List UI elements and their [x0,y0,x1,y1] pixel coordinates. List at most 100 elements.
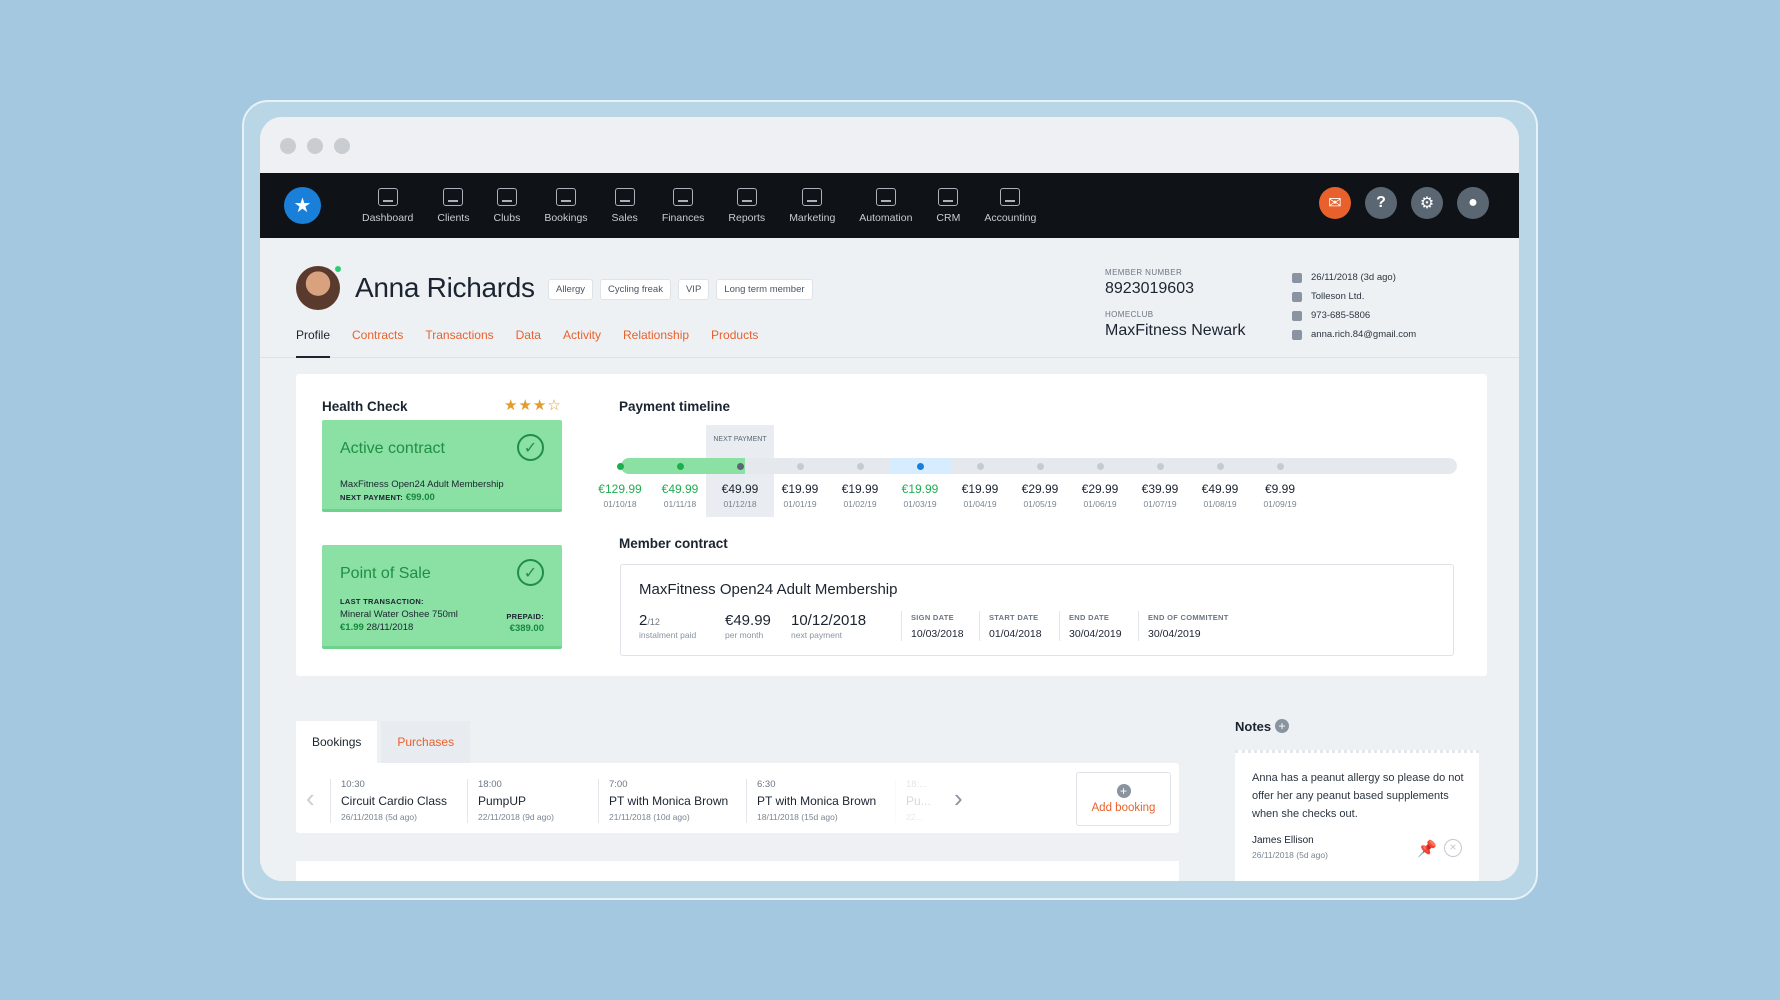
add-booking-button[interactable]: + Add booking [1076,772,1171,826]
user-icon[interactable]: ● [1457,187,1489,219]
active-contract-card[interactable]: Active contract ✓ MaxFitness Open24 Adul… [322,420,562,512]
tab-profile[interactable]: Profile [296,328,331,358]
contact-row: 973-685-5806 [1292,306,1416,325]
chevron-left-icon[interactable]: ‹ [306,783,315,813]
contract-field-label: END DATE [1069,613,1110,622]
nav-item-marketing[interactable]: Marketing [777,173,847,238]
app-logo-icon[interactable]: ★ [284,187,321,224]
timeline-amount: €29.99 [1081,481,1119,496]
nav-item-automation[interactable]: Automation [847,173,924,238]
nav-item-reports[interactable]: Reports [716,173,777,238]
member-tag[interactable]: Allergy [548,279,594,300]
tab-activity[interactable]: Activity [562,328,601,342]
contract-divider [1138,611,1139,641]
window-minimize-dot[interactable] [307,138,323,154]
pin-icon[interactable]: 📌 [1417,841,1437,858]
tab-purchases[interactable]: Purchases [381,721,471,763]
nav-item-dashboard[interactable]: Dashboard [350,173,425,238]
timeline-point[interactable]: €39.99 01/07/19 [1126,458,1194,509]
tab-bookings[interactable]: Bookings [296,721,378,763]
timeline-point[interactable]: €19.99 01/02/19 [826,458,894,509]
point-of-sale-card[interactable]: Point of Sale ✓ LAST TRANSACTION: Minera… [322,545,562,649]
timeline-point[interactable]: €129.99 01/10/18 [586,458,654,509]
timeline-point[interactable]: €9.99 01/09/19 [1246,458,1314,509]
accounting-icon [1000,187,1021,206]
timeline-point[interactable]: €19.99 01/03/19 [886,458,954,509]
member-meta: MEMBER NUMBER 8923019603 HOMECLUB MaxFit… [1105,268,1245,352]
timeline-point[interactable]: €19.99 01/04/19 [946,458,1014,509]
booking-item[interactable]: 6:30 PT with Monica Brown 18/11/2018 (15d … [746,779,876,823]
booking-time: 6:30 [757,779,776,790]
add-note-icon[interactable]: + [1275,719,1289,733]
nav-item-label: Reports [728,211,766,224]
contact-value[interactable]: anna.rich.84@gmail.com [1311,329,1417,340]
nav-item-clients[interactable]: Clients [425,173,481,238]
timeline-amount: €19.99 [841,481,879,496]
booking-name: Pu... [906,794,931,808]
timeline-point[interactable]: €49.99 01/12/18 [706,458,774,509]
timeline-date: 01/01/19 [783,498,817,509]
timeline-date: 01/07/19 [1143,498,1177,509]
contact-row: anna.rich.84@gmail.com [1292,325,1416,344]
automation-icon [875,187,896,206]
close-icon[interactable]: × [1444,839,1462,857]
booking-date: 26/11/2018 (5d ago) [341,812,417,822]
add-booking-label: Add booking [1091,802,1156,814]
tab-relationship[interactable]: Relationship [623,328,690,342]
booking-item[interactable]: 18:00 PumpUP 22/11/2018 (9d ago) [467,779,554,823]
online-status-icon [333,264,343,274]
booking-date: 22... [906,812,923,822]
timeline-point[interactable]: €29.99 01/06/19 [1066,458,1134,509]
window-close-dot[interactable] [280,138,296,154]
timeline-dot [1216,462,1224,470]
booking-item[interactable]: 18:... Pu... 22... [895,779,945,823]
nav-item-clubs[interactable]: Clubs [481,173,532,238]
nav-item-accounting[interactable]: Accounting [972,173,1048,238]
nav-item-crm[interactable]: CRM [924,173,972,238]
timeline-point[interactable]: €29.99 01/05/19 [1006,458,1074,509]
note-text: Anna has a peanut allergy so please do n… [1252,772,1464,820]
next-payment-row: NEXT PAYMENT: €99.00 [340,492,435,503]
member-contract-box[interactable]: MaxFitness Open24 Adult Membership 2/12 … [620,564,1454,656]
nav-item-finances[interactable]: Finances [650,173,717,238]
tab-data[interactable]: Data [515,328,541,342]
timeline-point[interactable]: €49.99 01/11/18 [646,458,714,509]
nav-item-bookings[interactable]: Bookings [532,173,599,238]
active-contract-title: Active contract [340,440,445,457]
installments-count: 2 [639,612,648,629]
nav-item-sales[interactable]: Sales [600,173,650,238]
crm-icon [938,187,959,206]
booking-time: 18:... [906,779,928,790]
nav-item-label: Sales [611,211,638,224]
bookings-tabs: Bookings Purchases [296,721,474,763]
timeline-amount: €49.99 [721,481,759,496]
booking-item[interactable]: 7:00 PT with Monica Brown 21/11/2018 (10d … [598,779,728,823]
note-card[interactable]: Anna has a peanut allergy so please do n… [1235,750,1479,881]
contract-divider [979,611,980,641]
contact-value: 26/11/2018 (3d ago) [1311,272,1396,283]
chevron-right-icon[interactable]: › [954,783,963,813]
gear-icon[interactable]: ⚙ [1411,187,1443,219]
timeline-point[interactable]: €19.99 01/01/19 [766,458,834,509]
window-maximize-dot[interactable] [334,138,350,154]
mail-icon [1292,329,1302,340]
help-icon[interactable]: ? [1365,187,1397,219]
timeline-point[interactable]: €49.99 01/08/19 [1186,458,1254,509]
next-payment-marker-label: NEXT PAYMENT [713,436,767,443]
prepaid-label: PREPAID: [506,612,544,621]
booking-item[interactable]: 10:30 Circuit Cardio Class 26/11/2018 (5d … [330,779,447,823]
member-tag[interactable]: VIP [677,279,710,300]
timeline-amount: €19.99 [781,481,819,496]
booking-date: 22/11/2018 (9d ago) [478,812,554,822]
contract-field-label: SIGN DATE [911,613,954,622]
tab-contracts[interactable]: Contracts [352,328,404,342]
booking-date: 18/11/2018 (15d ago) [757,812,838,822]
booking-date: 21/11/2018 (10d ago) [609,812,690,822]
member-tag[interactable]: Cycling freak [600,279,671,300]
tab-products[interactable]: Products [711,328,759,342]
avatar[interactable] [296,266,340,310]
chat-icon[interactable]: ✉ [1319,187,1351,219]
member-tag[interactable]: Long term member [716,279,813,300]
booking-time: 7:00 [609,779,628,790]
tab-transactions[interactable]: Transactions [425,328,494,342]
